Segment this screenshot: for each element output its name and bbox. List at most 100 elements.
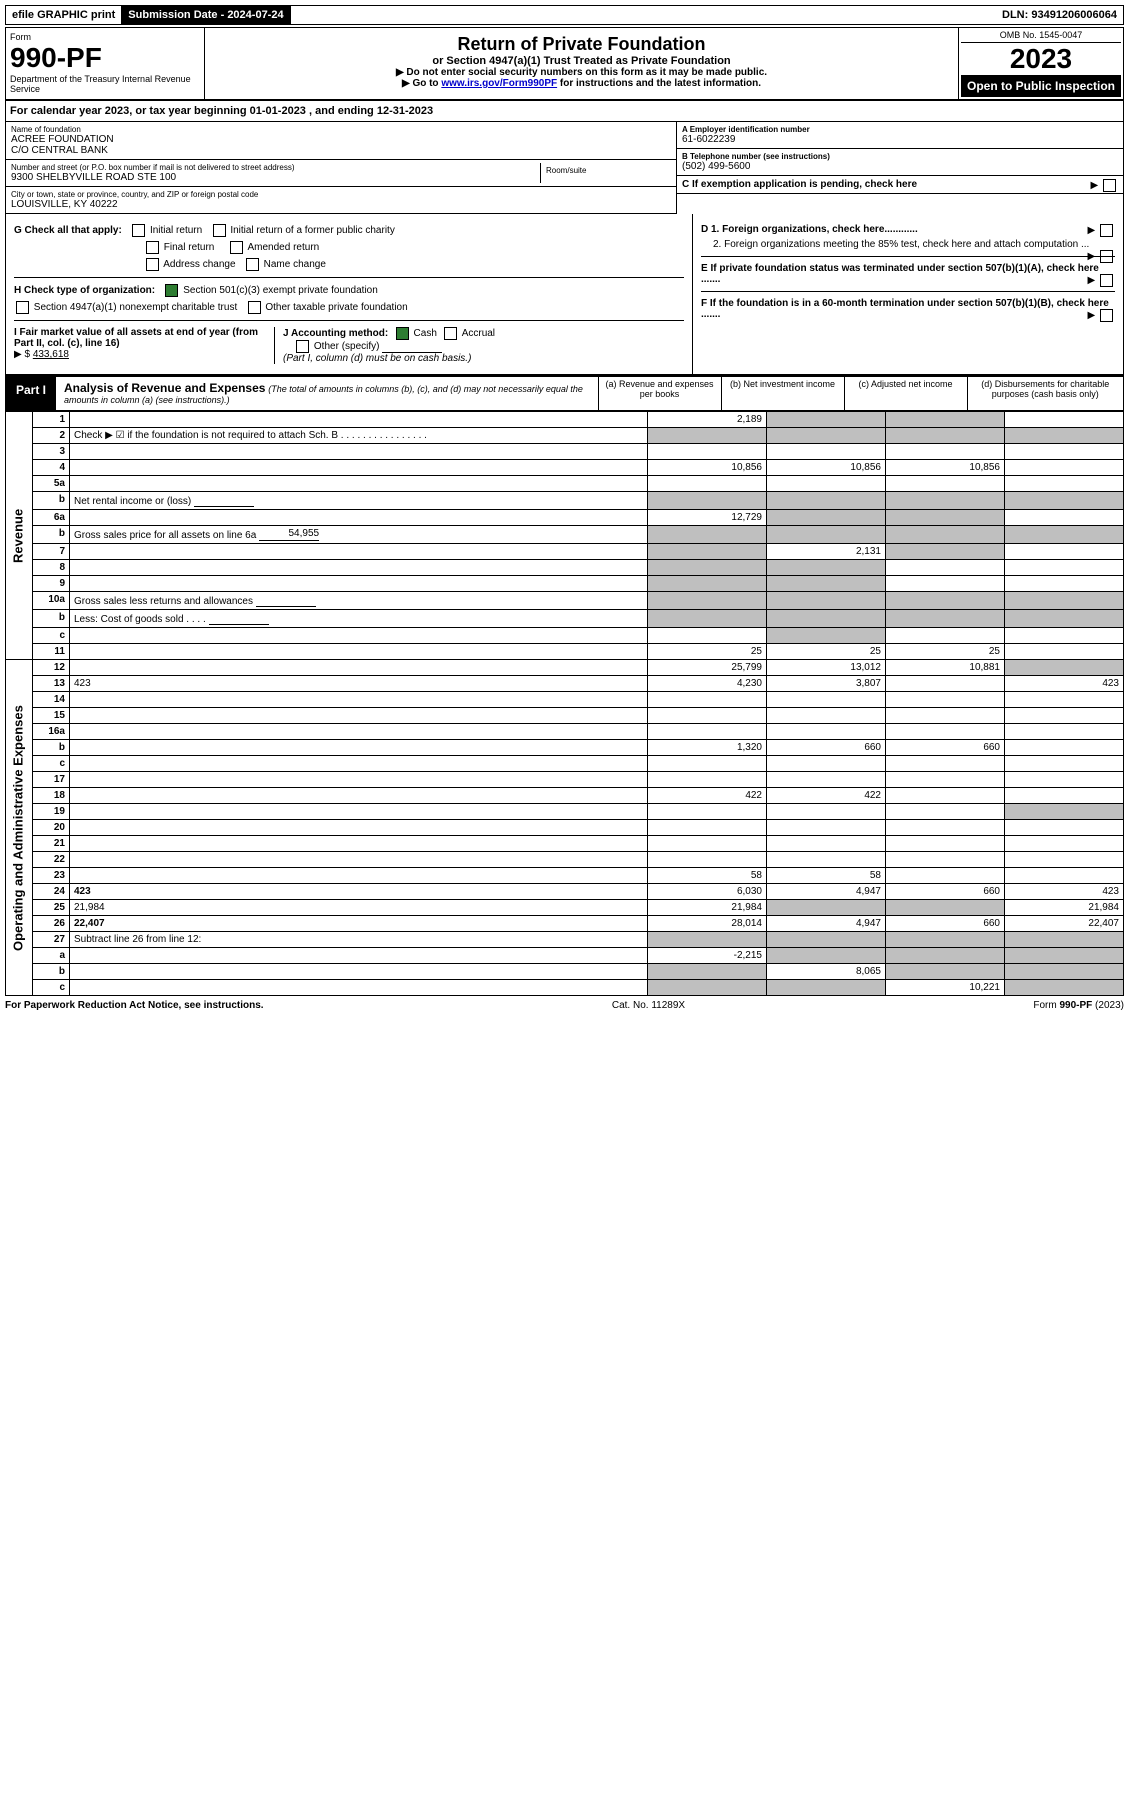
- table-row: 2Check ▶ ☑ if the foundation is not requ…: [6, 428, 1124, 444]
- initial-return-checkbox[interactable]: [132, 224, 145, 237]
- line-description: Gross sales less returns and allowances: [70, 592, 648, 610]
- amount-cell: [648, 560, 767, 576]
- line-number: b: [33, 964, 70, 980]
- amount-cell: [1005, 788, 1124, 804]
- amount-cell: 422: [648, 788, 767, 804]
- amount-cell: [767, 932, 886, 948]
- 4947-checkbox[interactable]: [16, 301, 29, 314]
- amount-cell: [767, 900, 886, 916]
- foundation-name1: ACREE FOUNDATION: [11, 134, 671, 145]
- amount-cell: 25,799: [648, 660, 767, 676]
- h-label: H Check type of organization:: [14, 285, 155, 296]
- name-change-checkbox[interactable]: [246, 258, 259, 271]
- efile-label[interactable]: efile GRAPHIC print: [6, 6, 122, 24]
- footer-left: For Paperwork Reduction Act Notice, see …: [5, 1000, 264, 1011]
- line-number: 6a: [33, 510, 70, 526]
- amount-cell: [648, 576, 767, 592]
- d1-checkbox: [1100, 224, 1113, 237]
- amount-cell: 3,807: [767, 676, 886, 692]
- col-a-header: (a) Revenue and expenses per books: [598, 377, 721, 410]
- final-return-checkbox[interactable]: [146, 241, 159, 254]
- amount-cell: [767, 610, 886, 628]
- amount-cell: 8,065: [767, 964, 886, 980]
- table-row: 11252525: [6, 644, 1124, 660]
- line-number: 25: [33, 900, 70, 916]
- amount-cell: [886, 628, 1005, 644]
- department: Department of the Treasury Internal Reve…: [10, 74, 200, 94]
- other-taxable-checkbox[interactable]: [248, 301, 261, 314]
- amount-cell: [1005, 756, 1124, 772]
- cash-checkbox[interactable]: [396, 327, 409, 340]
- table-row: 9: [6, 576, 1124, 592]
- line-description: [70, 868, 648, 884]
- table-row: 19: [6, 804, 1124, 820]
- irs-link[interactable]: www.irs.gov/Form990PF: [441, 78, 557, 89]
- table-row: b1,320660660: [6, 740, 1124, 756]
- initial-former-checkbox[interactable]: [213, 224, 226, 237]
- exemption-checkbox[interactable]: [1103, 179, 1116, 192]
- line-description: [70, 724, 648, 740]
- amount-cell: [648, 544, 767, 560]
- col-c-header: (c) Adjusted net income: [844, 377, 967, 410]
- line-description: [70, 852, 648, 868]
- table-row: 3: [6, 444, 1124, 460]
- amount-cell: [1005, 660, 1124, 676]
- amount-cell: [767, 628, 886, 644]
- line-description: [70, 560, 648, 576]
- line-number: 12: [33, 660, 70, 676]
- line-number: c: [33, 628, 70, 644]
- table-row: 244236,0304,947660423: [6, 884, 1124, 900]
- info-block: Name of foundation ACREE FOUNDATION C/O …: [5, 122, 1124, 214]
- open-public: Open to Public Inspection: [961, 75, 1121, 97]
- line-number: 27: [33, 932, 70, 948]
- street-address: 9300 SHELBYVILLE ROAD STE 100: [11, 172, 540, 183]
- ein-value: 61-6022239: [682, 134, 1118, 145]
- line-description: Check ▶ ☑ if the foundation is not requi…: [70, 428, 648, 444]
- exemption-label: C If exemption application is pending, c…: [682, 179, 917, 190]
- line-number: 20: [33, 820, 70, 836]
- amount-cell: 660: [886, 916, 1005, 932]
- 501c3-checkbox[interactable]: [165, 284, 178, 297]
- line-number: 18: [33, 788, 70, 804]
- f-checkbox[interactable]: [1100, 309, 1113, 322]
- amount-cell: 25: [886, 644, 1005, 660]
- table-row: 17: [6, 772, 1124, 788]
- line-description: [70, 948, 648, 964]
- amount-cell: [886, 592, 1005, 610]
- table-row: 22: [6, 852, 1124, 868]
- amount-cell: [1005, 560, 1124, 576]
- amount-cell: [767, 476, 886, 492]
- line-description: Subtract line 26 from line 12:: [70, 932, 648, 948]
- table-row: bLess: Cost of goods sold . . . .: [6, 610, 1124, 628]
- e-checkbox[interactable]: [1100, 274, 1113, 287]
- amount-cell: [1005, 804, 1124, 820]
- amount-cell: [767, 948, 886, 964]
- table-row: Operating and Administrative Expenses122…: [6, 660, 1124, 676]
- phone-label: B Telephone number (see instructions): [682, 152, 1118, 161]
- amount-cell: [886, 804, 1005, 820]
- amended-return-checkbox[interactable]: [230, 241, 243, 254]
- part1-header: Part I Analysis of Revenue and Expenses …: [5, 375, 1124, 411]
- amount-cell: [886, 836, 1005, 852]
- address-change-checkbox[interactable]: [146, 258, 159, 271]
- table-row: 16a: [6, 724, 1124, 740]
- line-number: 26: [33, 916, 70, 932]
- accrual-checkbox[interactable]: [444, 327, 457, 340]
- j-label: J Accounting method:: [283, 328, 388, 339]
- expenses-side-label: Operating and Administrative Expenses: [6, 660, 33, 996]
- amount-cell: 25: [767, 644, 886, 660]
- amount-cell: [648, 932, 767, 948]
- line-number: 8: [33, 560, 70, 576]
- amount-cell: [886, 820, 1005, 836]
- amount-cell: 10,856: [886, 460, 1005, 476]
- table-row: a-2,215: [6, 948, 1124, 964]
- other-method-checkbox[interactable]: [296, 340, 309, 353]
- line-number: 13: [33, 676, 70, 692]
- amount-cell: [767, 412, 886, 428]
- amount-cell: [1005, 592, 1124, 610]
- line-description: [70, 756, 648, 772]
- line-description: 423: [70, 676, 648, 692]
- d2-checkbox[interactable]: [1100, 250, 1113, 263]
- amount-cell: [767, 756, 886, 772]
- amount-cell: 6,030: [648, 884, 767, 900]
